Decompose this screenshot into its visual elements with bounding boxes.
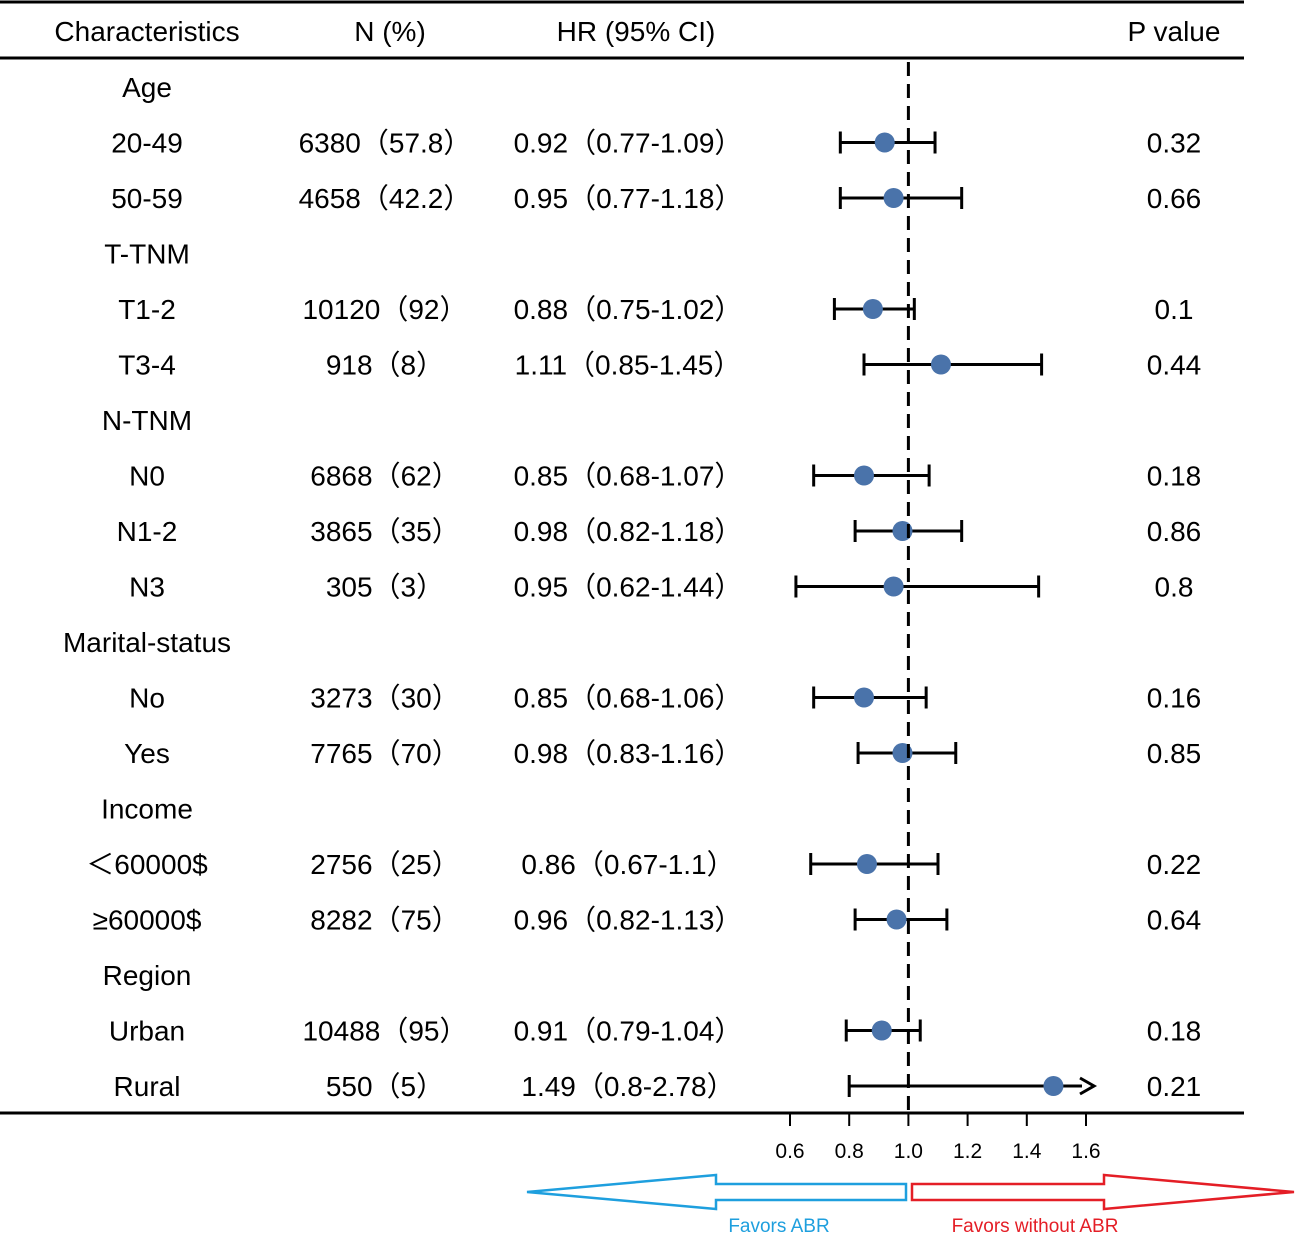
row-hr-ci: 1.49（0.8-2.78） bbox=[521, 1071, 734, 1102]
row-p-value: 0.1 bbox=[1155, 294, 1194, 325]
row-n-percent: 6868（62） bbox=[310, 461, 459, 492]
group-label: Marital-status bbox=[63, 627, 231, 658]
favors-abr-arrow bbox=[526, 1173, 908, 1211]
row-hr-ci: 0.95（0.62-1.44） bbox=[514, 572, 743, 603]
row-label: N1-2 bbox=[117, 516, 178, 547]
forest-rows: Age 20-49 6380（57.8） 0.92（0.77-1.09） 0.32 50-… bbox=[63, 72, 1201, 1102]
row-label: Urban bbox=[109, 1016, 185, 1047]
group-label: N-TNM bbox=[102, 405, 192, 436]
row-p-value: 0.8 bbox=[1155, 572, 1194, 603]
row-label: ＜60000$ bbox=[86, 849, 208, 880]
row-p-value: 0.22 bbox=[1147, 849, 1202, 880]
row-p-value: 0.44 bbox=[1147, 350, 1202, 381]
row-p-value: 0.18 bbox=[1147, 461, 1202, 492]
hr-point bbox=[854, 687, 874, 708]
x-tick-label: 1.2 bbox=[953, 1140, 982, 1163]
row-n-percent: 7765（70） bbox=[310, 738, 459, 769]
hr-point bbox=[883, 188, 904, 208]
row-hr-ci: 0.91（0.79-1.04） bbox=[514, 1016, 743, 1047]
row-n-percent: 3273（30） bbox=[310, 683, 459, 714]
hr-point bbox=[930, 354, 951, 375]
hr-point bbox=[886, 909, 907, 930]
x-tick-label: 0.6 bbox=[775, 1140, 804, 1163]
row-p-value: 0.66 bbox=[1147, 183, 1202, 214]
row-n-percent: 305（3） bbox=[326, 572, 444, 603]
favors-without-abr-label: Favors without ABR bbox=[952, 1216, 1119, 1237]
row-n-percent: 3865（35） bbox=[310, 516, 459, 547]
hr-point bbox=[856, 854, 877, 874]
x-tick-label: 1.6 bbox=[1071, 1140, 1100, 1163]
row-hr-ci: 0.85（0.68-1.07） bbox=[514, 461, 743, 492]
row-hr-ci: 0.88（0.75-1.02） bbox=[514, 294, 743, 325]
favors-without-abr-arrow bbox=[910, 1173, 1295, 1211]
hr-point bbox=[1043, 1076, 1064, 1096]
row-hr-ci: 1.11（0.85-1.45） bbox=[515, 350, 742, 381]
row-label: 50-59 bbox=[111, 183, 183, 214]
group-label: T-TNM bbox=[104, 239, 190, 270]
group-label: Region bbox=[103, 960, 192, 991]
x-tick-label: 1.4 bbox=[1012, 1140, 1042, 1163]
favors-abr-label: Favors ABR bbox=[728, 1216, 829, 1237]
hr-point bbox=[883, 576, 904, 597]
row-n-percent: 8282（75） bbox=[310, 905, 459, 936]
x-tick-label: 0.8 bbox=[835, 1140, 864, 1163]
group-label: Income bbox=[101, 794, 193, 825]
row-n-percent: 10488（95） bbox=[302, 1016, 467, 1047]
row-p-value: 0.85 bbox=[1147, 738, 1202, 769]
row-p-value: 0.18 bbox=[1147, 1016, 1202, 1047]
row-p-value: 0.21 bbox=[1147, 1071, 1202, 1102]
row-hr-ci: 0.95（0.77-1.18） bbox=[514, 183, 743, 214]
row-label: T1-2 bbox=[118, 294, 176, 325]
row-p-value: 0.86 bbox=[1147, 516, 1202, 547]
hr-point bbox=[862, 299, 883, 319]
row-n-percent: 2756（25） bbox=[310, 849, 459, 880]
hr-point bbox=[854, 465, 874, 486]
group-label: Age bbox=[122, 72, 172, 103]
row-hr-ci: 0.96（0.82-1.13） bbox=[514, 905, 743, 936]
row-n-percent: 918（8） bbox=[326, 350, 444, 381]
hr-point bbox=[874, 132, 895, 153]
row-n-percent: 10120（92） bbox=[302, 294, 467, 325]
row-hr-ci: 0.86（0.67-1.1） bbox=[521, 849, 734, 880]
row-label: 20-49 bbox=[111, 128, 183, 159]
row-label: Yes bbox=[124, 738, 170, 769]
row-hr-ci: 0.92（0.77-1.09） bbox=[514, 128, 743, 159]
row-label: Rural bbox=[114, 1071, 181, 1102]
ci-arrowhead bbox=[1079, 1076, 1098, 1096]
row-label: T3-4 bbox=[118, 350, 176, 381]
row-label: No bbox=[129, 683, 165, 714]
row-p-value: 0.64 bbox=[1147, 905, 1202, 936]
row-label: N3 bbox=[129, 572, 165, 603]
row-hr-ci: 0.85（0.68-1.06） bbox=[514, 683, 743, 714]
hr-point bbox=[871, 1020, 892, 1041]
header-hr-ci: HR (95% CI) bbox=[557, 16, 716, 47]
row-p-value: 0.16 bbox=[1147, 683, 1202, 714]
header-characteristics: Characteristics bbox=[54, 16, 239, 47]
header-p-value: P value bbox=[1128, 16, 1221, 47]
row-hr-ci: 0.98（0.83-1.16） bbox=[514, 738, 743, 769]
row-hr-ci: 0.98（0.82-1.18） bbox=[514, 516, 743, 547]
row-p-value: 0.32 bbox=[1147, 128, 1202, 159]
row-n-percent: 4658（42.2） bbox=[299, 183, 472, 214]
x-tick-label: 1.0 bbox=[894, 1140, 923, 1163]
row-n-percent: 6380（57.8） bbox=[299, 128, 472, 159]
row-label: N0 bbox=[129, 461, 165, 492]
header-n-percent: N (%) bbox=[354, 16, 426, 47]
row-label: ≥60000$ bbox=[93, 905, 202, 936]
x-axis-ticks: 0.6 0.8 1.0 1.2 1.4 1.6 bbox=[775, 1114, 1101, 1163]
row-n-percent: 550（5） bbox=[326, 1071, 444, 1102]
